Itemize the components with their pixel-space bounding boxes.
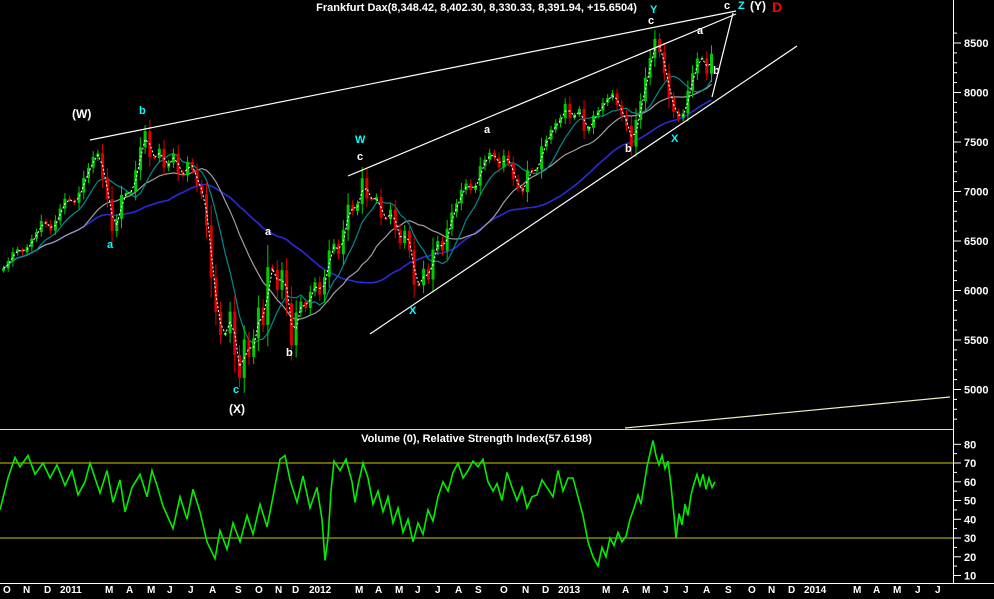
wave-label-b: b [625,143,632,155]
wave-label-z: Z [738,0,745,12]
wave-label-b: b [139,105,146,117]
wave-label-b: b [713,65,720,77]
rsi-axis-label: 70 [964,458,976,470]
month-label: M [355,585,364,596]
month-label: O [500,585,508,596]
price-axis-label: 7500 [964,137,988,149]
month-label: J [167,585,173,596]
month-label: M [395,585,404,596]
price-axis-label: 8500 [964,38,988,50]
month-label: J [415,585,421,596]
month-label: D [542,585,550,596]
rsi-axis-label: 30 [964,533,976,545]
month-label: D [788,585,796,596]
wave-label-b: b [286,347,293,359]
price-axis-label: 5500 [964,335,988,347]
month-label: J [915,585,921,596]
month-label: J [435,585,441,596]
wave-label-w: (W) [72,107,92,121]
candlestick-series [2,30,713,393]
rsi-axis-label: 50 [964,496,976,508]
price-axis-label: 6000 [964,286,988,298]
wave-label-d: D [772,0,783,15]
long-term-base-line [624,396,951,429]
month-label: N [522,585,530,596]
wave-label-c: c [724,0,731,12]
price-axis-label: 7000 [964,187,988,199]
wave-label-a: a [265,226,272,238]
month-label: A [622,585,630,596]
inner-wedge-line [347,13,737,177]
month-label: A [375,585,383,596]
rsi-axis-label: 10 [964,571,976,583]
wave-label-w: W [355,134,366,146]
year-label-2012: 2012 [309,585,332,596]
rsi-axis-label: 40 [964,514,976,526]
wave-label-c: c [357,151,364,163]
wave-label-a: a [697,25,704,37]
month-label: M [853,585,862,596]
year-label-2014: 2014 [804,585,827,596]
upper-wedge-line [89,10,737,141]
rsi-indicator-title: Volume (0), Relative Strength Index(57.6… [361,433,592,445]
wave-label-y: (Y) [750,0,766,13]
rsi-axis-label: 80 [964,439,976,451]
month-label: S [235,585,242,596]
month-label: A [455,585,463,596]
year-label-2013: 2013 [558,585,581,596]
price-axis-label: 6500 [964,236,988,248]
month-label: J [935,585,941,596]
year-label-2011: 2011 [60,585,82,596]
rsi-axis-label: 20 [964,552,976,564]
month-label: O [748,585,756,596]
wave-label-x: X [671,133,679,145]
dashed-wave-path [3,44,712,368]
projection-line [711,12,734,98]
wave-label-c: c [233,384,240,396]
month-label: D [44,585,52,596]
month-label: J [188,585,194,596]
rising-support-line [369,45,798,335]
wave-label-x: X [409,305,417,317]
month-label: O [3,585,11,596]
price-axis-label: 8000 [964,88,988,100]
rsi-line [0,440,716,569]
month-label: M [147,585,156,596]
month-label: M [893,585,902,596]
wave-label-c: c [648,15,655,27]
main-chart-title: Frankfurt Dax(8,348.42, 8,402.30, 8,330.… [316,2,637,14]
month-label: N [768,585,776,596]
price-axis-label: 5000 [964,385,988,397]
month-label: J [663,585,669,596]
wave-label-a: a [107,239,114,251]
rsi-axis-label: 60 [964,477,976,489]
month-label: S [725,585,732,596]
month-label: N [275,585,283,596]
month-label: J [683,585,689,596]
month-label: A [126,585,134,596]
wave-label-y: Y [650,4,658,16]
rsi-axis: 80 70 60 50 40 30 20 10 [953,439,976,583]
month-label: D [292,585,300,596]
month-label: M [602,585,611,596]
month-label: M [105,585,114,596]
wave-label-a: a [484,124,491,136]
month-label: O [255,585,263,596]
month-label: A [209,585,217,596]
ma-line-slow-blue [3,99,712,284]
price-axis: 8500 8000 7500 7000 6500 6000 5500 5000 [953,32,988,420]
month-label: N [23,585,31,596]
month-label: A [703,585,711,596]
month-label: M [642,585,651,596]
month-label: A [873,585,881,596]
month-label: S [475,585,482,596]
wave-label-x: (X) [229,402,245,416]
